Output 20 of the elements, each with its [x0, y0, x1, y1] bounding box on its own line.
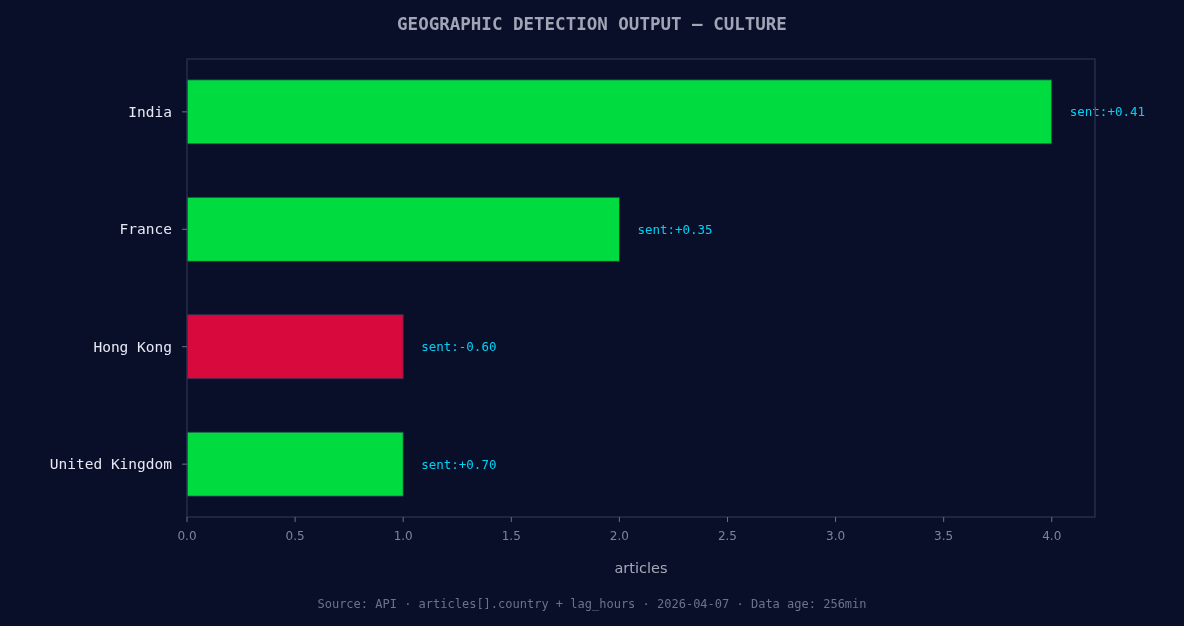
x-tick-label: 1.0 [393, 529, 413, 543]
x-tick-label: 2.0 [609, 529, 629, 543]
source-note: Source: API · articles[].country + lag_hours · 2026-04-07 · Data age: 256min [317, 597, 867, 611]
x-axis-title: articles [614, 560, 668, 576]
x-tick-label: 4.0 [1042, 529, 1062, 543]
annotation: sent:-0.60 [421, 339, 497, 355]
chart-title: GEOGRAPHIC DETECTION OUTPUT — CULTURE [397, 14, 787, 34]
y-tick-label: India [128, 103, 172, 120]
x-tick-label: 1.5 [501, 529, 521, 543]
x-tick-label: 2.5 [717, 529, 738, 543]
x-tick-label: 3.0 [826, 529, 846, 543]
annotation: sent:+0.41 [1069, 104, 1146, 120]
y-tick-label: United Kingdom [49, 456, 173, 473]
annotation: sent:+0.70 [421, 456, 497, 472]
x-tick-label: 0.0 [177, 529, 197, 543]
y-tick-label: France [119, 221, 172, 238]
x-tick-label: 3.5 [934, 529, 954, 543]
y-tick-label: Hong Kong [93, 338, 172, 355]
x-tick-label: 0.5 [285, 529, 305, 543]
annotation: sent:+0.35 [637, 221, 713, 237]
